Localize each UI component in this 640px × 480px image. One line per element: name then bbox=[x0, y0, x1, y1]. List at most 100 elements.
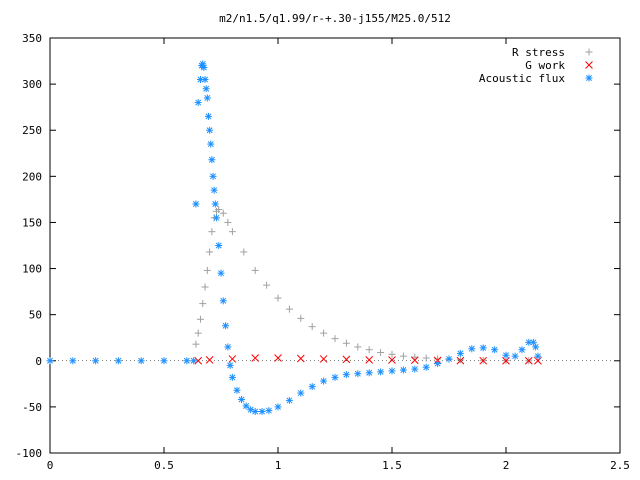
data-point-stroke bbox=[138, 357, 145, 364]
data-point bbox=[190, 357, 198, 365]
x-tick-label: 1 bbox=[275, 459, 282, 472]
data-point bbox=[242, 402, 250, 410]
data-point bbox=[208, 228, 216, 236]
data-point bbox=[183, 357, 191, 365]
data-point bbox=[201, 76, 209, 83]
data-point-stroke bbox=[343, 371, 350, 378]
data-point bbox=[434, 360, 442, 368]
data-point-stroke bbox=[204, 94, 211, 101]
data-point-stroke bbox=[342, 355, 351, 364]
data-point-stroke bbox=[233, 387, 240, 394]
data-point bbox=[388, 367, 396, 375]
data-point bbox=[263, 281, 271, 289]
data-point bbox=[388, 350, 396, 358]
data-point-stroke bbox=[197, 76, 204, 83]
data-point bbox=[238, 396, 246, 404]
chart-title: m2/n1.5/q1.99/r-+.30-j155/M25.0/512 bbox=[219, 12, 451, 25]
data-point-stroke bbox=[252, 408, 259, 415]
data-point-stroke bbox=[530, 339, 537, 346]
data-point bbox=[422, 354, 430, 362]
data-point-stroke bbox=[205, 113, 212, 120]
data-point-stroke bbox=[238, 396, 245, 403]
data-point bbox=[219, 209, 227, 217]
data-point bbox=[228, 373, 236, 381]
data-point bbox=[479, 356, 488, 365]
data-point-stroke bbox=[220, 297, 227, 304]
data-point bbox=[411, 365, 419, 373]
data-point-stroke bbox=[534, 353, 541, 360]
data-point bbox=[194, 99, 202, 107]
data-point bbox=[331, 335, 339, 343]
data-point-stroke bbox=[47, 357, 53, 364]
data-point bbox=[399, 366, 407, 374]
data-point bbox=[212, 214, 220, 222]
data-point-stroke bbox=[190, 357, 197, 364]
legend-label: R stress bbox=[512, 46, 565, 59]
data-point-stroke bbox=[366, 369, 373, 376]
data-point bbox=[210, 186, 218, 194]
data-point-stroke bbox=[491, 346, 498, 353]
data-point bbox=[445, 355, 453, 363]
data-point-stroke bbox=[389, 367, 395, 374]
data-point-stroke bbox=[410, 356, 419, 365]
data-point-stroke bbox=[208, 156, 215, 163]
data-point-stroke bbox=[265, 407, 272, 414]
data-point-stroke bbox=[192, 201, 199, 207]
y-tick-label: -50 bbox=[22, 401, 42, 414]
data-point-stroke bbox=[228, 355, 237, 363]
data-point bbox=[224, 218, 232, 226]
data-point-stroke bbox=[115, 357, 122, 364]
legend-marker bbox=[585, 48, 593, 56]
data-point bbox=[251, 408, 259, 415]
y-tick-label: 100 bbox=[22, 263, 42, 276]
data-point bbox=[215, 242, 223, 249]
y-tick-label: 350 bbox=[22, 32, 42, 45]
data-point-stroke bbox=[503, 352, 509, 359]
legend-marker-stroke bbox=[585, 61, 593, 69]
data-point bbox=[502, 351, 510, 359]
data-point-stroke bbox=[512, 353, 519, 360]
data-point-stroke bbox=[480, 344, 487, 351]
data-point-stroke bbox=[161, 357, 167, 364]
data-point bbox=[228, 355, 237, 363]
data-point bbox=[388, 356, 396, 364]
data-point bbox=[534, 352, 542, 360]
series-layer bbox=[46, 60, 542, 415]
data-point bbox=[502, 356, 510, 365]
data-point-stroke bbox=[479, 356, 488, 365]
data-point bbox=[251, 354, 260, 362]
data-point-stroke bbox=[411, 366, 418, 373]
data-point bbox=[251, 266, 259, 274]
x-tick-label: 0.5 bbox=[154, 459, 174, 472]
data-point bbox=[491, 346, 499, 354]
data-point-stroke bbox=[525, 339, 532, 346]
data-point bbox=[233, 386, 241, 394]
legend-marker-stroke bbox=[586, 75, 592, 81]
data-point-stroke bbox=[205, 356, 214, 364]
legend-marker bbox=[585, 74, 593, 82]
data-point bbox=[200, 64, 208, 72]
data-point bbox=[377, 368, 385, 376]
data-point-stroke bbox=[275, 403, 281, 410]
data-point bbox=[137, 357, 145, 365]
data-point bbox=[203, 94, 211, 102]
legend-marker bbox=[585, 61, 593, 69]
data-point-stroke bbox=[434, 360, 441, 367]
data-point-stroke bbox=[251, 354, 260, 362]
data-point bbox=[114, 357, 122, 365]
data-point-stroke bbox=[215, 242, 222, 249]
data-point-stroke bbox=[274, 354, 282, 362]
data-point bbox=[274, 403, 282, 411]
data-point-stroke bbox=[183, 357, 190, 364]
data-point-stroke bbox=[203, 85, 210, 92]
data-point bbox=[354, 370, 362, 378]
data-point bbox=[479, 344, 487, 352]
data-point bbox=[296, 354, 305, 363]
data-point bbox=[265, 407, 273, 415]
data-point bbox=[342, 339, 350, 347]
data-point-stroke bbox=[518, 346, 525, 353]
data-point bbox=[196, 315, 204, 323]
legend-label: Acoustic flux bbox=[479, 72, 565, 85]
data-point-stroke bbox=[213, 214, 220, 221]
